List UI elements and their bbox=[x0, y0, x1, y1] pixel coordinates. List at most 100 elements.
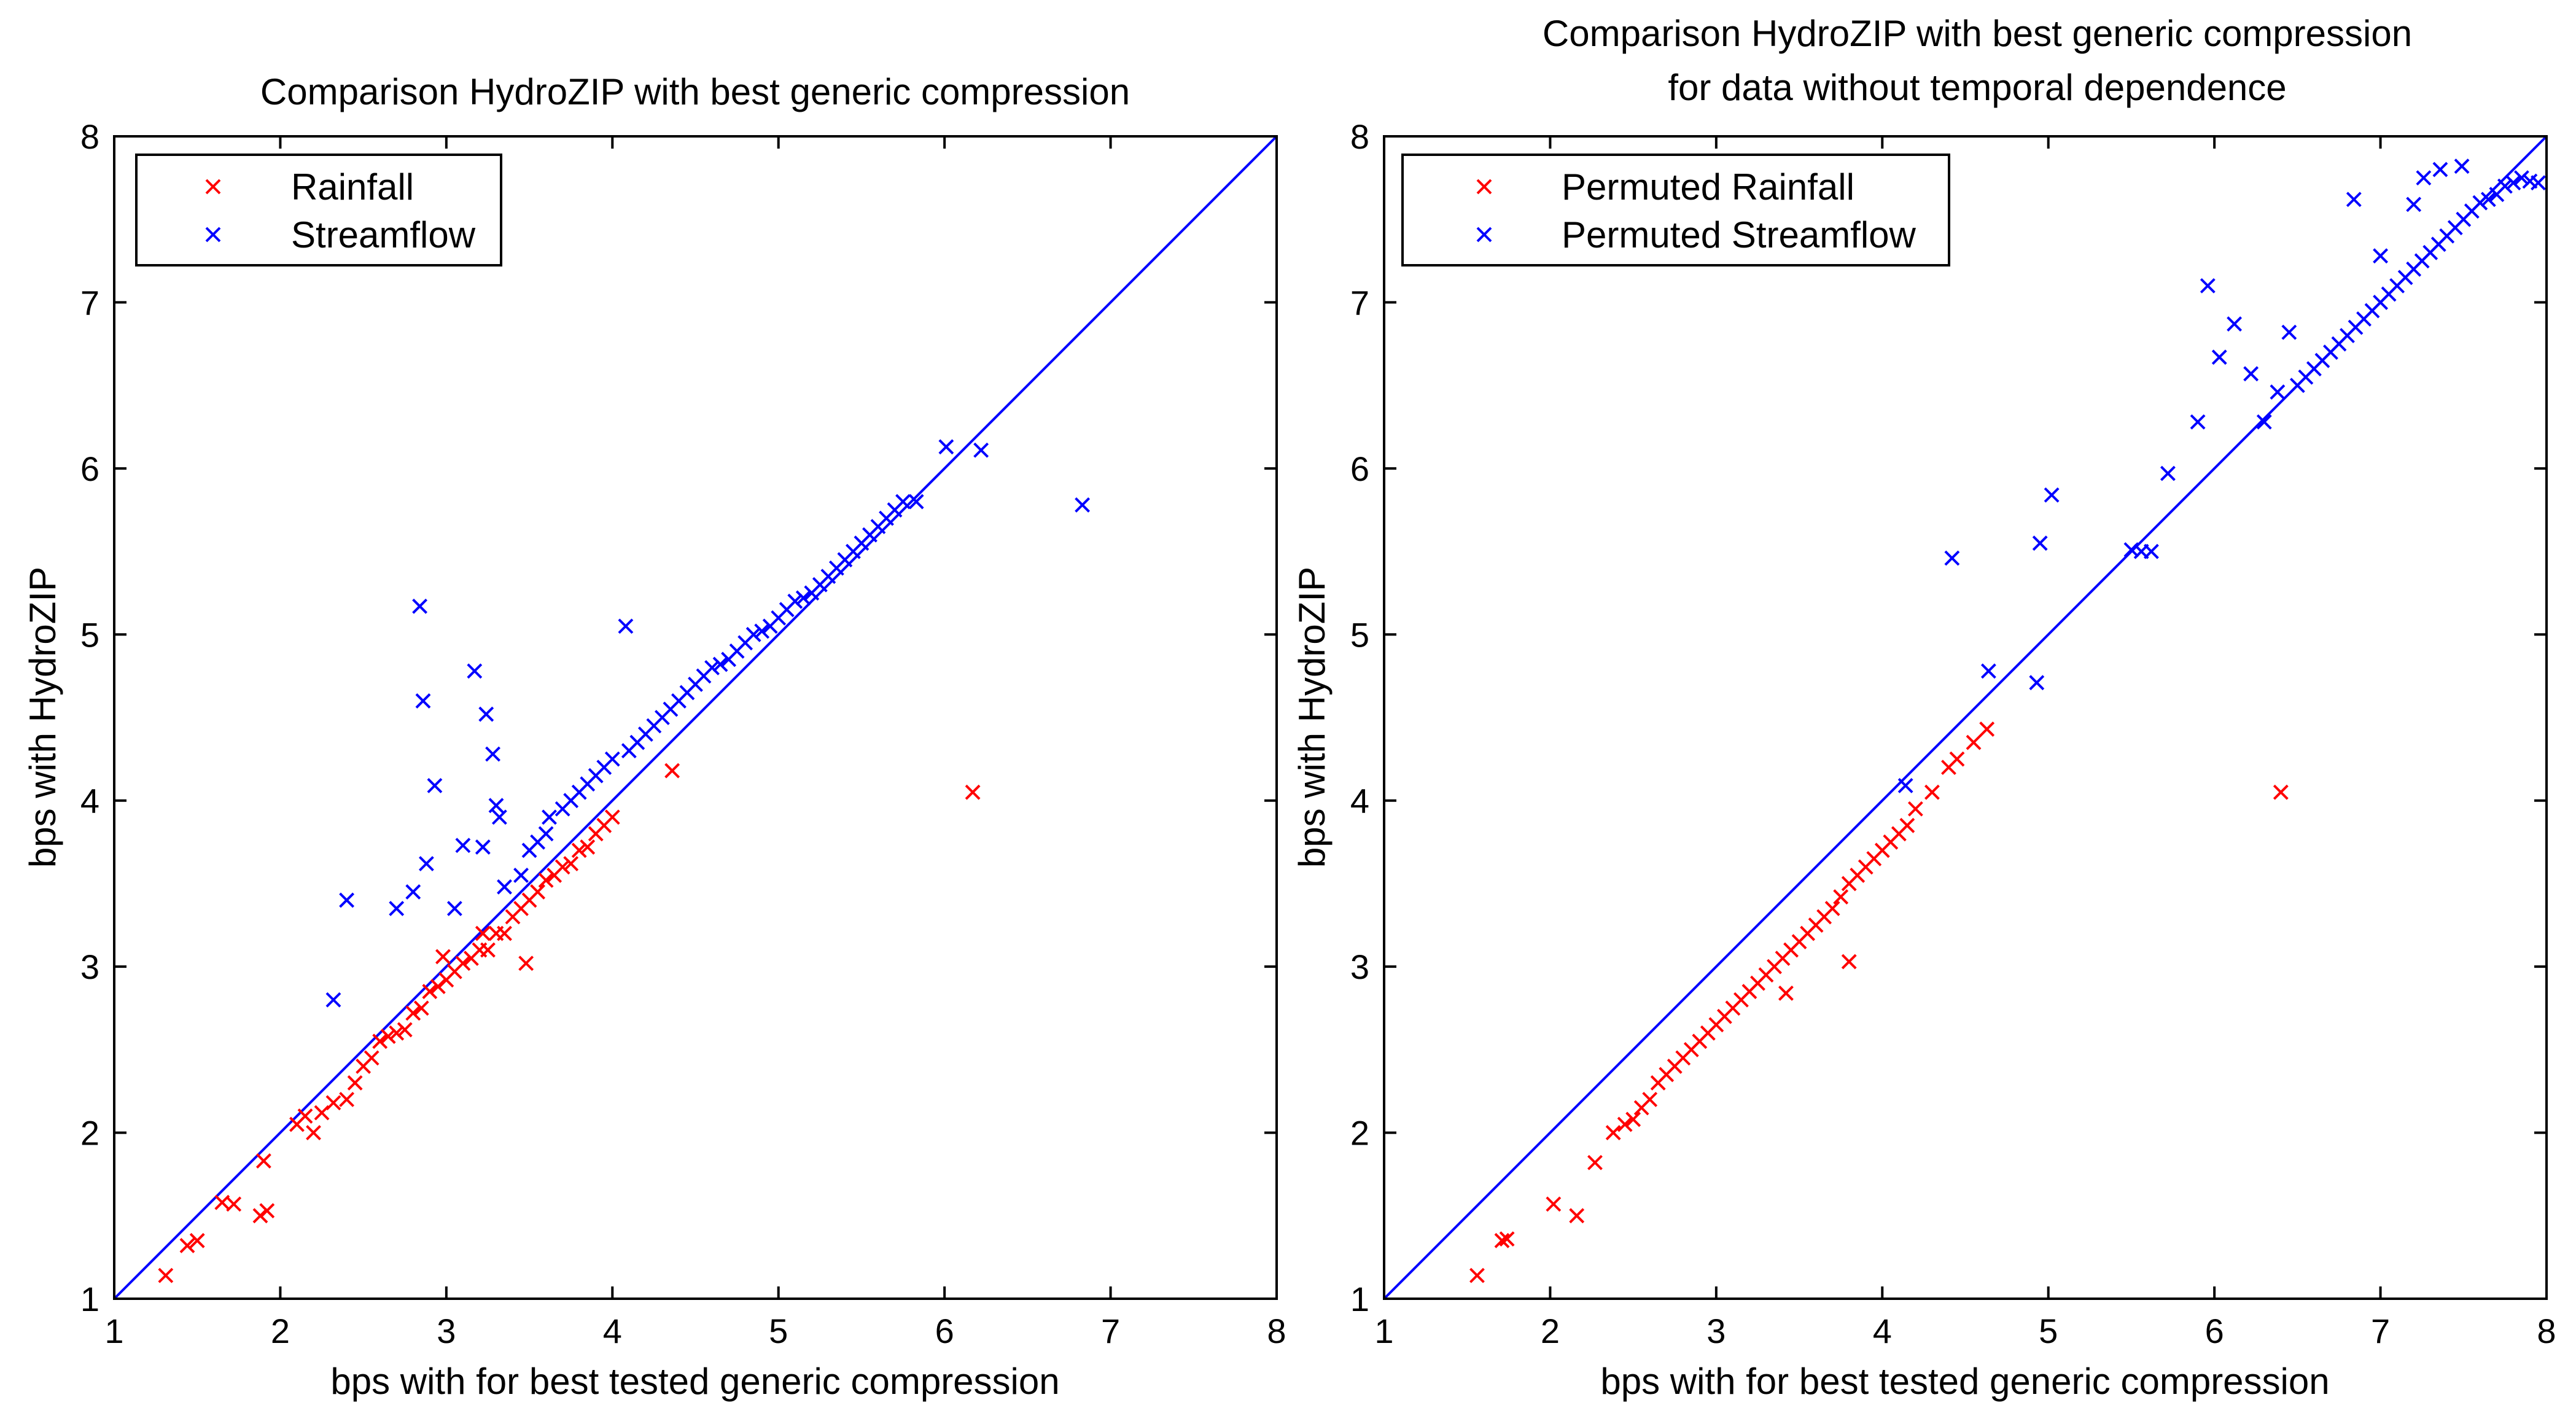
left-point-streamflow bbox=[895, 494, 911, 510]
right-y-tick-label: 1 bbox=[1350, 1280, 1369, 1318]
left-point-streamflow bbox=[415, 693, 431, 709]
left-point-streamflow bbox=[455, 838, 471, 854]
left-point-streamflow bbox=[478, 706, 494, 722]
left-point-rainfall bbox=[389, 1025, 405, 1041]
right-legend-permuted-rainfall-label: Permuted Rainfall bbox=[1562, 166, 1854, 208]
left-reference-line bbox=[113, 135, 1278, 1300]
left-point-streamflow bbox=[973, 442, 989, 458]
left-point-rainfall bbox=[347, 1075, 363, 1091]
right-point-permuted-rainfall bbox=[1587, 1154, 1603, 1170]
left-point-streamflow bbox=[418, 856, 434, 871]
left-point-streamflow bbox=[405, 884, 421, 900]
left-legend-rainfall-marker bbox=[205, 179, 221, 195]
left-point-streamflow bbox=[795, 590, 811, 606]
right-y-axis-label: bps with HydroZIP bbox=[1291, 567, 1333, 868]
left-point-rainfall bbox=[364, 1050, 379, 1066]
left-plot-frame bbox=[113, 135, 1278, 1300]
right-point-permuted-rainfall bbox=[1824, 901, 1840, 916]
left-point-streamflow bbox=[427, 777, 443, 793]
right-point-permuted-streamflow bbox=[2281, 324, 2297, 340]
left-point-streamflow bbox=[938, 439, 954, 455]
left-x-tick-label: 5 bbox=[769, 1312, 788, 1350]
left-ticks: 1 2 3 4 5 6 7 8 1 2 3 4 5 6 7 8 bbox=[80, 117, 1286, 1350]
left-x-tick-label: 3 bbox=[437, 1312, 456, 1350]
right-point-permuted-streamflow bbox=[2514, 170, 2529, 186]
left-point-rainfall bbox=[422, 984, 438, 1000]
right-point-permuted-rainfall bbox=[1833, 889, 1849, 905]
left-point-rainfall bbox=[435, 949, 451, 965]
left-point-rainfall bbox=[413, 1000, 429, 1016]
left-point-streamflow bbox=[745, 626, 761, 642]
right-x-tick-label: 8 bbox=[2537, 1312, 2556, 1350]
left-y-tick-label: 3 bbox=[80, 947, 99, 986]
left-point-streamflow bbox=[488, 798, 504, 814]
left-point-streamflow bbox=[475, 839, 491, 855]
left-legend-streamflow-label: Streamflow bbox=[291, 214, 476, 255]
right-point-permuted-rainfall bbox=[1499, 1231, 1515, 1247]
left-point-streamflow bbox=[542, 809, 557, 825]
right-point-permuted-rainfall bbox=[1966, 734, 1982, 750]
left-point-rainfall bbox=[475, 925, 491, 941]
left-point-rainfall bbox=[563, 856, 579, 871]
left-point-streamflow bbox=[325, 992, 341, 1008]
left-point-rainfall bbox=[372, 1033, 388, 1049]
right-point-permuted-rainfall bbox=[1642, 1092, 1658, 1107]
right-point-permuted-rainfall bbox=[1899, 817, 1915, 833]
right-point-permuted-streamflow bbox=[2044, 487, 2060, 503]
right-legend-box bbox=[1401, 154, 1950, 267]
left-x-tick-label: 1 bbox=[104, 1312, 123, 1350]
left-point-rainfall bbox=[306, 1125, 321, 1140]
right-point-permuted-streamflow bbox=[2029, 675, 2045, 691]
left-y-tick-label: 8 bbox=[80, 117, 99, 156]
right-x-axis-label: bps with for best tested generic compres… bbox=[1600, 1361, 2329, 1402]
right-point-permuted-streamflow bbox=[2406, 196, 2422, 212]
right-legend-permuted-streamflow-marker bbox=[1476, 227, 1492, 243]
left-legend: Rainfall Streamflow bbox=[135, 154, 502, 267]
left-y-tick-label: 7 bbox=[80, 283, 99, 322]
right-point-permuted-streamflow bbox=[2032, 535, 2048, 551]
right-x-tick-label: 7 bbox=[2371, 1312, 2390, 1350]
right-chart-title: Comparison HydroZIP with best generic co… bbox=[1543, 13, 2412, 54]
left-point-streamflow bbox=[1075, 497, 1091, 513]
right-point-permuted-rainfall bbox=[1924, 784, 1940, 800]
left-point-rainfall bbox=[530, 884, 546, 900]
right-point-permuted-streamflow bbox=[2256, 414, 2272, 430]
right-point-permuted-rainfall bbox=[1494, 1232, 1510, 1248]
right-y-tick-label: 5 bbox=[1350, 615, 1369, 654]
left-point-rainfall bbox=[965, 784, 981, 800]
left-point-streamflow bbox=[446, 901, 462, 916]
right-point-permuted-streamflow bbox=[2243, 366, 2259, 382]
right-y-tick-label: 4 bbox=[1350, 782, 1369, 820]
right-point-permuted-rainfall bbox=[1569, 1208, 1585, 1224]
left-marks bbox=[113, 135, 1278, 1300]
left-point-streamflow bbox=[497, 879, 512, 895]
right-x-tick-label: 6 bbox=[2205, 1312, 2224, 1350]
right-y-tick-label: 7 bbox=[1350, 283, 1369, 322]
right-ticks: 1 2 3 4 5 6 7 8 1 2 3 4 5 6 7 8 bbox=[1350, 117, 2556, 1350]
right-point-permuted-streamflow bbox=[2416, 170, 2432, 186]
left-x-tick-label: 6 bbox=[935, 1312, 954, 1350]
left-point-rainfall bbox=[226, 1196, 242, 1212]
right-point-permuted-rainfall bbox=[1625, 1111, 1641, 1127]
left-legend-rainfall-label: Rainfall bbox=[291, 166, 414, 208]
left-point-streamflow bbox=[618, 618, 634, 634]
left-point-rainfall bbox=[580, 839, 596, 855]
right-point-permuted-rainfall bbox=[1469, 1267, 1485, 1283]
right-point-permuted-rainfall bbox=[1949, 751, 1965, 767]
left-point-streamflow bbox=[908, 494, 924, 510]
right-point-permuted-streamflow bbox=[2190, 414, 2206, 430]
right-y-tick-label: 2 bbox=[1350, 1114, 1369, 1153]
left-point-rainfall bbox=[255, 1153, 271, 1169]
left-x-tick-label: 8 bbox=[1267, 1312, 1286, 1350]
right-point-permuted-streamflow bbox=[2200, 278, 2216, 294]
left-x-tick-label: 4 bbox=[603, 1312, 622, 1350]
right-point-permuted-streamflow bbox=[2211, 349, 2227, 365]
left-point-rainfall bbox=[538, 873, 554, 888]
right-legend-permuted-streamflow-label: Permuted Streamflow bbox=[1562, 214, 1916, 255]
left-point-rainfall bbox=[518, 955, 534, 971]
left-point-rainfall bbox=[571, 842, 587, 858]
right-point-permuted-streamflow bbox=[2472, 195, 2488, 211]
right-x-tick-label: 3 bbox=[1706, 1312, 1726, 1350]
left-legend-box bbox=[135, 154, 502, 267]
left-point-rainfall bbox=[664, 763, 680, 779]
